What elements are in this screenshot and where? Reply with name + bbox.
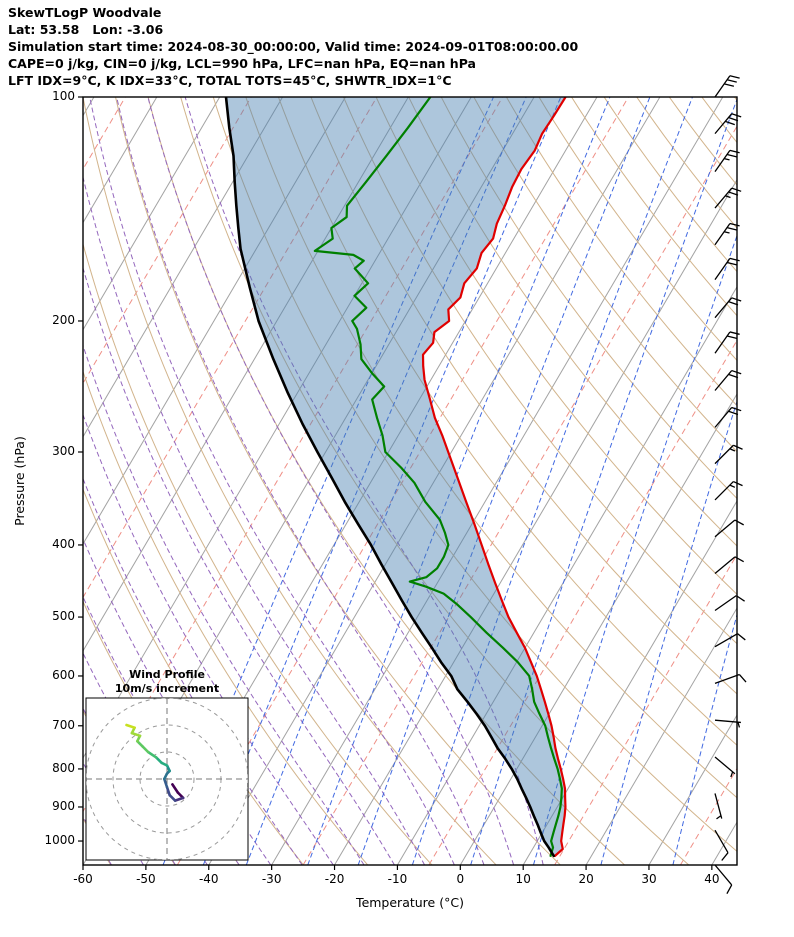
title-cape-line: CAPE=0 j/kg, CIN=0 j/kg, LCL=990 hPa, LF… bbox=[8, 55, 476, 71]
title-station: SkewTLogP Woodvale bbox=[8, 5, 162, 20]
title-latlon: Lat: 53.58 Lon: -3.06 bbox=[8, 21, 164, 37]
chart-header: SkewTLogP Woodvale Lat: 53.58 Lon: -3.06… bbox=[8, 5, 578, 90]
title-index-line: LFT IDX=9°C, K IDX=33°C, TOTAL TOTS=45°C… bbox=[8, 72, 452, 88]
title-times: Simulation start time: 2024-08-30_00:00:… bbox=[8, 38, 579, 54]
